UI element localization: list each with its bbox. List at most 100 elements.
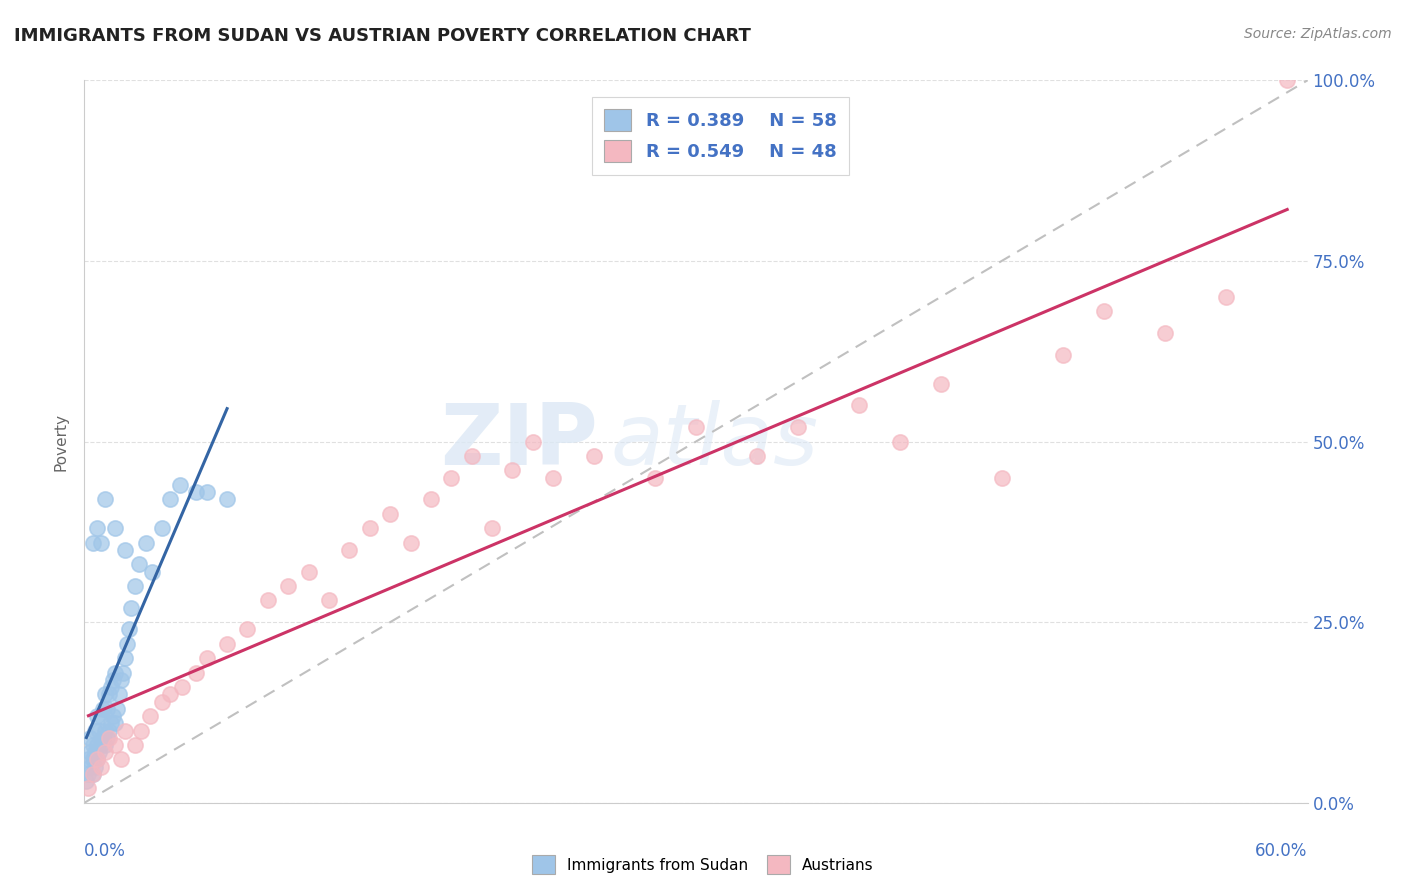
- Point: [93, 687, 115, 701]
- Point: [112, 665, 135, 680]
- Point: [124, 738, 146, 752]
- Point: [82, 752, 104, 766]
- Point: [118, 623, 141, 637]
- Text: 60.0%: 60.0%: [1256, 842, 1308, 860]
- Text: 0.0%: 0.0%: [84, 842, 127, 860]
- Point: [75, 774, 97, 789]
- Point: [685, 420, 707, 434]
- Point: [96, 731, 118, 745]
- Point: [991, 470, 1014, 484]
- Point: [97, 731, 120, 745]
- Point: [77, 781, 100, 796]
- Point: [82, 767, 104, 781]
- Point: [90, 535, 112, 549]
- Point: [79, 731, 101, 745]
- Point: [87, 745, 110, 759]
- Point: [86, 738, 108, 752]
- Point: [159, 492, 181, 507]
- Point: [83, 745, 105, 759]
- Text: IMMIGRANTS FROM SUDAN VS AUSTRIAN POVERTY CORRELATION CHART: IMMIGRANTS FROM SUDAN VS AUSTRIAN POVERT…: [14, 27, 751, 45]
- Point: [236, 623, 259, 637]
- Point: [86, 752, 108, 766]
- Point: [124, 579, 146, 593]
- Point: [100, 680, 122, 694]
- Point: [104, 665, 127, 680]
- Point: [101, 673, 124, 687]
- Point: [186, 485, 208, 500]
- Point: [110, 752, 132, 766]
- Point: [86, 752, 108, 766]
- Point: [105, 702, 128, 716]
- Point: [1092, 304, 1115, 318]
- Point: [83, 760, 105, 774]
- Point: [97, 687, 120, 701]
- Point: [298, 565, 321, 579]
- Point: [169, 478, 191, 492]
- Point: [82, 535, 104, 549]
- Point: [159, 687, 181, 701]
- Point: [104, 716, 127, 731]
- Legend: R = 0.389    N = 58, R = 0.549    N = 48: R = 0.389 N = 58, R = 0.549 N = 48: [592, 96, 849, 175]
- Point: [90, 738, 112, 752]
- Point: [522, 434, 544, 449]
- Text: ZIP: ZIP: [440, 400, 598, 483]
- Point: [186, 665, 208, 680]
- Point: [543, 470, 565, 484]
- Point: [929, 376, 952, 391]
- Point: [1277, 73, 1299, 87]
- Point: [380, 507, 402, 521]
- Point: [115, 637, 138, 651]
- Point: [135, 535, 157, 549]
- Legend: Immigrants from Sudan, Austrians: Immigrants from Sudan, Austrians: [526, 849, 880, 880]
- Point: [461, 449, 484, 463]
- Point: [150, 695, 173, 709]
- Point: [889, 434, 911, 449]
- Point: [108, 687, 131, 701]
- Point: [91, 731, 114, 745]
- Point: [128, 558, 150, 572]
- Point: [1215, 290, 1237, 304]
- Point: [359, 521, 381, 535]
- Point: [440, 470, 463, 484]
- Point: [114, 723, 136, 738]
- Point: [83, 723, 105, 738]
- Point: [502, 463, 524, 477]
- Point: [93, 738, 115, 752]
- Point: [86, 521, 108, 535]
- Point: [77, 767, 100, 781]
- Point: [101, 709, 124, 723]
- Point: [1154, 326, 1177, 340]
- Point: [77, 752, 100, 766]
- Point: [100, 716, 122, 731]
- Point: [257, 593, 280, 607]
- Point: [114, 542, 136, 557]
- Point: [120, 600, 142, 615]
- Point: [318, 593, 340, 607]
- Point: [747, 449, 769, 463]
- Point: [93, 723, 115, 738]
- Point: [217, 637, 239, 651]
- Point: [114, 651, 136, 665]
- Point: [787, 420, 810, 434]
- Point: [195, 651, 218, 665]
- Point: [848, 398, 870, 412]
- Point: [481, 521, 503, 535]
- Point: [79, 760, 101, 774]
- Point: [644, 470, 666, 484]
- Y-axis label: Poverty: Poverty: [53, 412, 69, 471]
- Point: [96, 702, 118, 716]
- Point: [97, 723, 120, 738]
- Point: [195, 485, 218, 500]
- Point: [90, 760, 112, 774]
- Point: [150, 521, 173, 535]
- Text: atlas: atlas: [610, 400, 818, 483]
- Point: [583, 449, 606, 463]
- Point: [104, 738, 127, 752]
- Point: [217, 492, 239, 507]
- Point: [339, 542, 361, 557]
- Text: Source: ZipAtlas.com: Source: ZipAtlas.com: [1244, 27, 1392, 41]
- Point: [1052, 348, 1074, 362]
- Point: [82, 767, 104, 781]
- Point: [93, 745, 115, 759]
- Point: [90, 709, 112, 723]
